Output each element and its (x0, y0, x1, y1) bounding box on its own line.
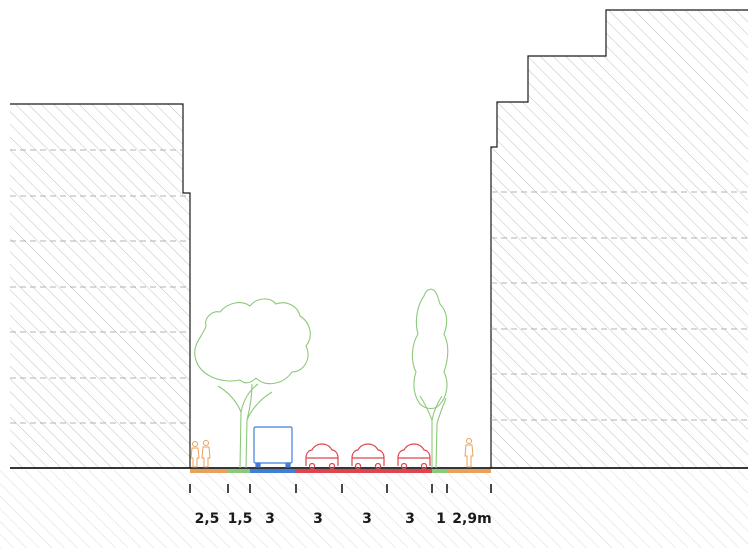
dimension-label: 1 (436, 511, 446, 527)
dimension-labels: 2,5 1,5 3 3 3 3 1 2,9m (195, 511, 492, 527)
lane-strips (190, 469, 491, 473)
right-building (490, 9, 748, 468)
ground-hatch (0, 470, 748, 548)
dimension-label: 2,5 (195, 511, 220, 527)
right-building-floor-lines (491, 191, 748, 421)
bus-icon (253, 426, 293, 468)
dimension-label: 2,9m (452, 511, 491, 527)
transit-lane-strip (250, 469, 296, 473)
pedestrian-icon (190, 441, 200, 468)
dimension-label: 3 (405, 511, 415, 527)
left-building-floor-lines (10, 149, 190, 424)
green-strip-left (228, 469, 250, 473)
sidewalk-left-strip (190, 469, 228, 473)
pedestrian-icon (201, 440, 211, 468)
green-strip-right (432, 469, 447, 473)
car-icon (397, 443, 431, 470)
dimension-label: 1,5 (228, 511, 253, 527)
pedestrian-icon (464, 438, 474, 468)
tree-icon (194, 298, 311, 469)
car-icon (351, 443, 385, 470)
car-lanes-strip (296, 469, 432, 473)
car-icon (305, 443, 339, 470)
dimension-ticks (189, 484, 492, 493)
tree-icon (411, 288, 449, 469)
dimension-label: 3 (265, 511, 275, 527)
dimension-label: 3 (362, 511, 372, 527)
dimension-label: 3 (313, 511, 323, 527)
sidewalk-right-strip (447, 469, 491, 473)
left-building (10, 103, 191, 468)
